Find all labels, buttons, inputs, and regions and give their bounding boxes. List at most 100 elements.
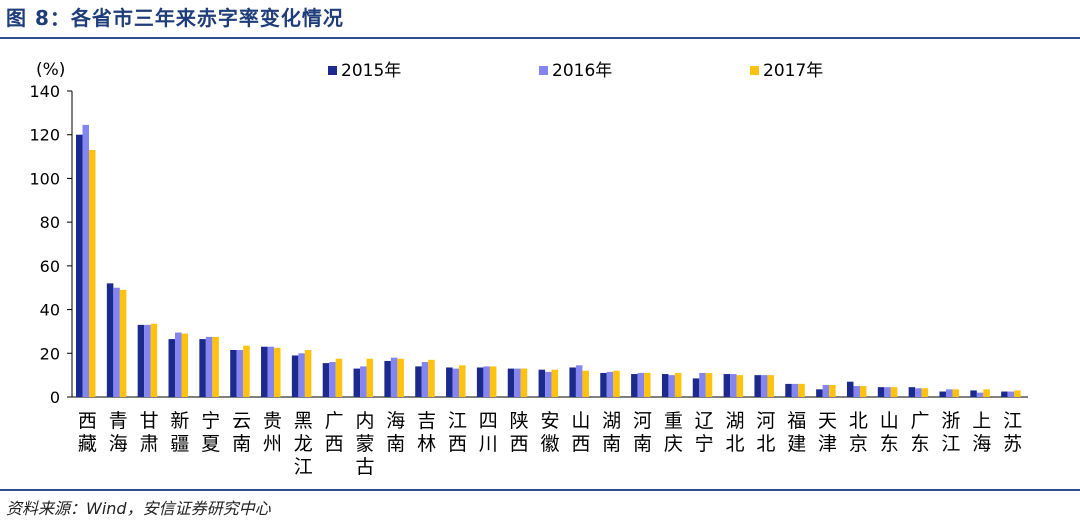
bar	[366, 358, 374, 397]
bar	[199, 339, 206, 397]
bar	[243, 345, 250, 397]
bar	[631, 374, 638, 397]
bar	[520, 368, 528, 397]
y-unit-label: (%)	[36, 60, 65, 80]
x-category-label: 贵州	[263, 410, 282, 455]
legend-swatch	[328, 66, 337, 75]
title-rule	[0, 37, 1080, 39]
legend-label: 2017年	[763, 61, 823, 81]
y-tick-label: 80	[40, 213, 60, 232]
x-category-label: 吉林	[417, 410, 436, 455]
bar	[89, 150, 96, 397]
bar	[829, 384, 836, 397]
bar	[976, 392, 984, 397]
bar	[846, 381, 854, 397]
bar	[230, 350, 237, 397]
x-category-label: 四川	[479, 410, 498, 455]
y-tick-label: 140	[29, 82, 60, 101]
x-category-label: 安徽	[540, 410, 559, 455]
x-category-label: 浙江	[941, 410, 960, 455]
bar	[921, 388, 929, 397]
bar-chart: 0 20 40 60 80 100 120 140 (%) 西藏青海甘肃新疆宁夏云南贵州黑龙江广西…	[29, 60, 1028, 478]
bar	[291, 355, 299, 397]
bar	[137, 324, 145, 397]
bar	[569, 367, 576, 397]
bar	[582, 370, 589, 397]
source-note: 资料来源：Wind，安信证券研究中心	[6, 499, 271, 518]
y-tick-label: 20	[40, 344, 60, 363]
bar	[674, 372, 682, 397]
bar	[390, 357, 398, 397]
bar	[261, 346, 268, 397]
bar	[459, 365, 466, 397]
bar	[113, 287, 120, 397]
x-category-label: 北京	[849, 410, 868, 455]
y-tick-label: 40	[40, 301, 60, 320]
y-tick-label: 60	[40, 257, 60, 276]
bar	[785, 383, 792, 397]
y-tick-label: 120	[29, 126, 60, 145]
bar	[637, 372, 645, 397]
x-category-label: 江西	[448, 410, 467, 455]
bar	[723, 374, 731, 397]
x-category-label: 山西	[571, 410, 590, 455]
figure-title: 图 8：各省市三年来赤字率变化情况	[6, 6, 344, 30]
bar	[489, 366, 497, 397]
bar	[606, 371, 614, 397]
bar	[452, 368, 460, 397]
x-category-label: 湖南	[602, 410, 621, 455]
bar	[699, 372, 706, 397]
bar	[298, 353, 305, 397]
bar	[1001, 391, 1008, 397]
bar	[119, 289, 127, 397]
bar	[175, 332, 182, 397]
legend-label: 2016年	[552, 61, 612, 81]
bar	[329, 362, 336, 397]
x-category-label: 天津	[818, 410, 837, 455]
chart-labels: 0 20 40 60 80 100 120 140 (%) 西藏青海甘肃新疆宁夏云南贵州黑龙江广西…	[29, 60, 1022, 478]
bar	[884, 387, 891, 397]
x-category-label: 甘肃	[140, 410, 159, 455]
bar	[304, 350, 312, 397]
x-category-label: 河南	[633, 410, 652, 455]
bar	[915, 388, 922, 397]
x-category-label: 山东	[880, 410, 899, 455]
bar	[613, 370, 620, 397]
x-category-label: 内蒙古	[355, 410, 374, 478]
bar	[736, 375, 744, 397]
bar	[212, 336, 219, 397]
x-category-label: 河北	[756, 410, 775, 455]
bar	[150, 323, 158, 397]
bar	[668, 375, 675, 397]
bar	[705, 372, 713, 397]
bar	[877, 387, 885, 397]
x-category-label: 西藏	[78, 410, 97, 455]
x-category-label: 青海	[109, 410, 128, 455]
x-category-label: 海南	[386, 410, 405, 455]
bar	[236, 350, 244, 397]
bar	[644, 372, 651, 397]
legend-label: 2015年	[341, 61, 401, 81]
x-category-label: 江苏	[1003, 410, 1022, 455]
legend-swatch	[539, 66, 548, 75]
x-category-label: 新疆	[170, 410, 189, 455]
bar	[1007, 391, 1015, 397]
x-category-label: 云南	[232, 410, 251, 455]
legend-swatch	[750, 66, 759, 75]
bar	[575, 365, 583, 397]
bar	[168, 339, 176, 397]
bar	[754, 375, 761, 397]
bar	[106, 283, 114, 397]
bar	[798, 383, 805, 397]
bar	[335, 358, 343, 397]
x-category-label: 黑龙江	[294, 410, 313, 478]
bar	[421, 362, 429, 397]
source-rule	[0, 489, 1080, 491]
bar	[205, 336, 213, 397]
x-category-label: 宁夏	[201, 410, 220, 455]
bar	[476, 367, 484, 397]
bar	[983, 389, 990, 397]
x-category-label: 湖北	[726, 410, 745, 455]
bar	[415, 366, 422, 397]
bar	[274, 347, 281, 397]
